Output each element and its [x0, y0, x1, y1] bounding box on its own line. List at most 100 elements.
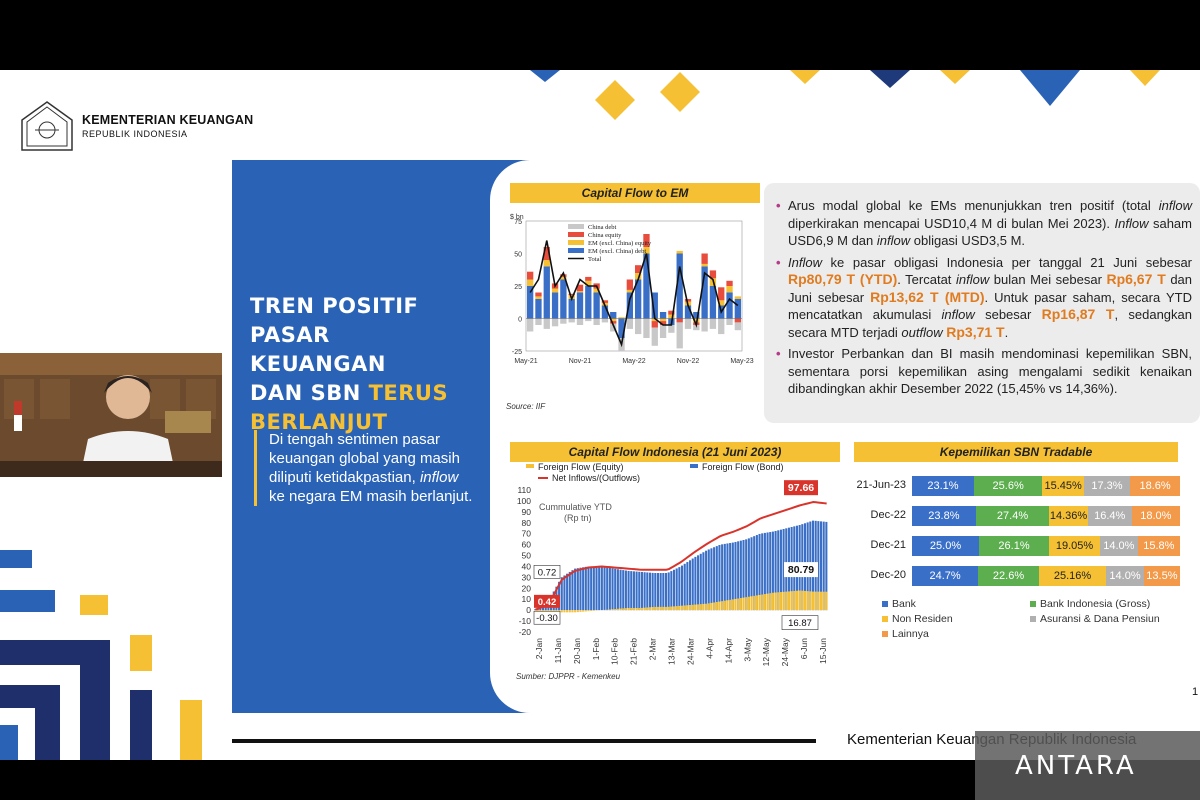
- chart2-xtick: 12-May: [761, 637, 771, 666]
- chart2-xtick: 11-Jan: [553, 638, 563, 664]
- chart2-equity-bar: [803, 590, 807, 611]
- ministry-name: KEMENTERIAN KEUANGAN: [82, 113, 254, 127]
- chart2-callout-start-neg-box: [533, 610, 561, 625]
- chart2-callout-bond-box: [784, 562, 818, 578]
- sbn-segment: 14.0%: [1106, 566, 1144, 586]
- chart2-equity-bar: [763, 594, 766, 611]
- sbn-segment: 15.45%: [1042, 476, 1084, 496]
- chart1-bar: [726, 292, 733, 319]
- chart1-bar: [601, 318, 609, 323]
- sbn-row-label: Dec-22: [870, 509, 906, 521]
- sbn-legend-label: Bank: [892, 598, 916, 610]
- chart2-equity-bar: [590, 610, 593, 611]
- chart1-bar: [527, 318, 534, 332]
- chart2-bond-bar: [611, 568, 614, 611]
- chart2-equity-bar: [563, 610, 566, 613]
- chart2-bond-bar: [766, 532, 769, 611]
- key-point-2-seg-0: Inflow: [788, 254, 822, 270]
- chart2-net-line: [534, 501, 827, 611]
- sbn-segment: 18.0%: [1131, 506, 1180, 526]
- chart2-equity-bar: [747, 596, 750, 611]
- key-point-2-seg-4: inflow: [955, 272, 990, 287]
- chart2-bond-bar: [584, 566, 587, 611]
- chart2-bond-bar: [672, 569, 676, 611]
- ministry-branding: KEMENTERIAN KEUANGAN REPUBLIK INDONESIA: [20, 100, 253, 152]
- sbn-legend-item: Asuransi & Dana Pensiun: [1030, 613, 1160, 625]
- chart1-bar: [560, 279, 567, 319]
- chart1-bar: [601, 305, 609, 319]
- chart2-equity-bar: [702, 603, 705, 611]
- sbn-segment: 16.4%: [1087, 506, 1132, 526]
- chart1-bar: [668, 325, 675, 333]
- chart2-bond-bar: [819, 521, 823, 611]
- chart2-equity-bar: [608, 609, 611, 611]
- presenter-video: [0, 353, 222, 477]
- chart1-bar: [651, 292, 658, 319]
- chart2-ytick: 90: [522, 507, 532, 517]
- chart1-xtick: Nov-21: [569, 358, 592, 365]
- chart2-bond-bar: [689, 560, 692, 611]
- chart1-bar: [535, 296, 542, 299]
- chart2-xtick: 24-May: [780, 637, 790, 666]
- chart1-bar: [593, 318, 600, 325]
- sbn-row-label: 21-Jun-23: [856, 479, 906, 491]
- chart2-equity-bar: [574, 610, 577, 613]
- chart2-ytick: 80: [522, 518, 532, 528]
- chart2-bond-bar: [731, 542, 734, 611]
- chart1-legend-label: EM (excl. China) debt: [588, 248, 646, 255]
- sbn-legend-swatch: [1030, 601, 1036, 607]
- chart2-bond-bar: [560, 577, 563, 611]
- chart2-equity-bar: [539, 610, 542, 612]
- chart1-bar: [527, 279, 534, 286]
- chart1-bar: [684, 299, 692, 302]
- chart2-equity-bar: [697, 604, 700, 611]
- chart2-equity-bar: [734, 598, 737, 611]
- summary-text-2: ke negara EM masih berlanjut.: [269, 488, 473, 505]
- chart2-equity-bar: [742, 597, 745, 611]
- chart2-callout-total: 97.66: [788, 482, 814, 494]
- chart1-xtick: May-21: [514, 358, 537, 365]
- chart2-bond-bar: [817, 521, 820, 611]
- chart1-bar: [576, 318, 584, 325]
- chart2-bond-bar: [753, 536, 756, 611]
- chart2-bond-bar: [640, 572, 643, 611]
- chart1-bar: [551, 318, 559, 327]
- chart1-legend-swatch: [568, 232, 584, 237]
- key-point-2-seg-9: . Untuk pasar saham, secara YTD mencatat…: [788, 289, 1192, 323]
- title-panel: [232, 160, 532, 713]
- title-line-1: TREN POSITIF: [250, 294, 419, 318]
- chart2-bond-bar: [718, 545, 721, 611]
- chart1-bar: [585, 280, 592, 286]
- key-point-2-seg-16: Rp3,71 T: [946, 323, 1005, 340]
- chart2-equity-bar: [571, 610, 574, 613]
- sbn-legend-swatch: [1030, 616, 1036, 622]
- chart1-total-line: [529, 240, 739, 348]
- key-point-2-seg-3: . Tercatat: [897, 272, 956, 287]
- chart2-callout-equity-box: [781, 615, 819, 630]
- chart2-bond-bar: [697, 555, 700, 611]
- key-point-2-seg-5: bulan Mei sebesar: [989, 272, 1107, 287]
- chart1-bar: [551, 288, 559, 293]
- chart2-bond-bar: [686, 562, 689, 611]
- chart2-equity-bar: [576, 610, 579, 613]
- sbn-legend-label: Non Residen: [892, 613, 953, 625]
- chart2-equity-bar: [592, 610, 595, 611]
- chart1-bar: [543, 260, 550, 267]
- chart2-equity-bar: [694, 604, 697, 611]
- chart1-bar: [560, 318, 567, 324]
- footer-rule: [232, 739, 816, 743]
- chart2-equity-bar: [753, 595, 756, 611]
- chart1-legend-swatch: [568, 224, 584, 229]
- chart1-bar: [626, 289, 633, 293]
- chart2-bond-bar: [598, 566, 601, 611]
- chart2-bond-bar: [576, 568, 579, 611]
- chart2-equity-bar: [769, 593, 772, 611]
- chart2-equity-bar: [750, 596, 753, 611]
- chart1-bar: [568, 293, 575, 296]
- chart1-bar: [601, 300, 609, 303]
- chart2-xtick: 14-Apr: [723, 638, 733, 664]
- chart2-bond-bar: [630, 571, 633, 611]
- chart2-bond-bar: [579, 567, 582, 611]
- chart2-bond-bar: [769, 532, 772, 611]
